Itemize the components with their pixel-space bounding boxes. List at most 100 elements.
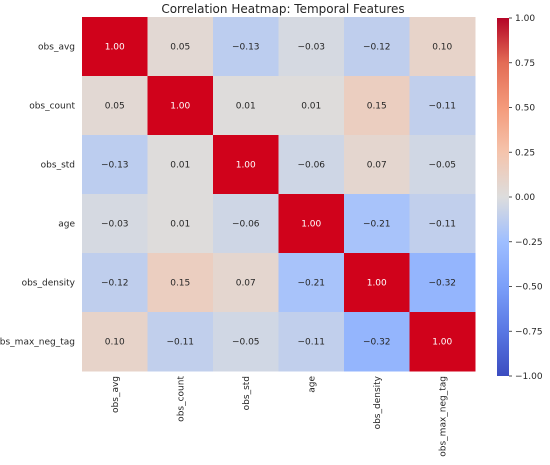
- colorbar-tick-label: 0.00: [515, 193, 535, 203]
- heatmap-cell: [82, 253, 148, 313]
- cell-value-label: 1.00: [105, 43, 125, 53]
- heatmap-cell: [344, 135, 410, 195]
- column-tick-label: obs_max_neg_tag: [438, 376, 448, 457]
- cell-value-label: 0.07: [367, 161, 387, 171]
- row-tick-label: obs_max_neg_tag: [0, 338, 75, 348]
- column-tick-label: obs_avg: [111, 376, 121, 413]
- heatmap-cell: [278, 76, 345, 136]
- row-tick-label: obs_count: [29, 102, 75, 112]
- cell-value-label: 1.00: [432, 338, 452, 348]
- column-tick-labels: obs_avg obs_count obs_std age obs_density obs…: [111, 375, 449, 456]
- cell-value-label: −0.13: [232, 43, 260, 53]
- row-tick-label: obs_std: [41, 161, 75, 171]
- colorbar-tick-label: 0.25: [515, 148, 535, 158]
- cell-value-label: 1.00: [367, 279, 387, 289]
- heatmap-cell: [278, 17, 345, 77]
- heatmap-cell: [213, 135, 279, 195]
- heatmap-cells: [82, 17, 476, 372]
- colorbar-tick-label: −0.25: [515, 238, 543, 248]
- heatmap-cell: [82, 76, 148, 136]
- cell-value-label: 1.00: [170, 102, 190, 112]
- cell-value-label: −0.12: [101, 279, 129, 289]
- heatmap-cell: [409, 194, 476, 254]
- heatmap-cell: [278, 135, 345, 195]
- heatmap-cell: [409, 17, 476, 77]
- cell-value-label: −0.21: [297, 279, 325, 289]
- heatmap-cell-labels: 1.00 0.05 −0.13 −0.03 −0.12 0.10 0.05 1.00 0.01 0…: [101, 43, 456, 348]
- cell-value-label: −0.32: [363, 338, 391, 348]
- cell-value-label: −0.03: [101, 220, 129, 230]
- colorbar: [497, 18, 509, 376]
- cell-value-label: −0.12: [363, 43, 391, 53]
- row-tick-label: age: [58, 220, 75, 230]
- column-tick-label: obs_std: [242, 376, 252, 410]
- heatmap-cell: [82, 17, 148, 77]
- cell-value-label: −0.06: [232, 220, 260, 230]
- heatmap-cell: [278, 253, 345, 313]
- cell-value-label: 0.10: [432, 43, 452, 53]
- heatmap-cell: [147, 312, 214, 372]
- heatmap-cell: [213, 312, 279, 372]
- heatmap-cell: [409, 135, 476, 195]
- cell-value-label: 0.01: [236, 102, 256, 112]
- heatmap-cell: [409, 76, 476, 136]
- cell-value-label: 0.07: [236, 279, 256, 289]
- colorbar-ticks: 1.00 0.75 0.50 0.25 0.00 −0.25 −0.50 −0.75 −1.00: [509, 14, 543, 382]
- cell-value-label: −0.03: [297, 43, 325, 53]
- heatmap-cell: [147, 194, 214, 254]
- heatmap-cell: [344, 312, 410, 372]
- cell-value-label: 0.01: [170, 161, 190, 171]
- heatmap-cell: [82, 194, 148, 254]
- heatmap-cell: [213, 17, 279, 77]
- heatmap-cell: [147, 135, 214, 195]
- heatmap-cell: [82, 135, 148, 195]
- colorbar-tick-label: 1.00: [515, 14, 535, 24]
- heatmap-cell: [344, 17, 410, 77]
- colorbar-tick-label: 0.50: [515, 104, 535, 114]
- heatmap-cell: [278, 194, 345, 254]
- cell-value-label: −0.05: [232, 338, 260, 348]
- cell-value-label: −0.11: [297, 338, 325, 348]
- heatmap-cell: [147, 253, 214, 313]
- heatmap-cell: [213, 76, 279, 136]
- heatmap-cell: [409, 312, 476, 372]
- cell-value-label: −0.32: [428, 279, 456, 289]
- heatmap-cell: [213, 194, 279, 254]
- cell-value-label: −0.11: [428, 220, 456, 230]
- heatmap-cell: [213, 253, 279, 313]
- column-tick-label: obs_density: [373, 375, 383, 429]
- chart-title: Correlation Heatmap: Temporal Features: [161, 2, 404, 16]
- cell-value-label: −0.11: [428, 102, 456, 112]
- cell-value-label: 1.00: [236, 161, 256, 171]
- colorbar-tick-label: 0.75: [515, 59, 535, 69]
- heatmap-cell: [278, 312, 345, 372]
- cell-value-label: 0.15: [170, 279, 190, 289]
- cell-value-label: 0.15: [367, 102, 387, 112]
- cell-value-label: 0.10: [105, 338, 125, 348]
- cell-value-label: −0.05: [428, 161, 456, 171]
- heatmap-cell: [344, 76, 410, 136]
- cell-value-label: −0.11: [166, 338, 194, 348]
- colorbar-tick-label: −1.00: [515, 372, 543, 382]
- column-tick-label: age: [307, 376, 317, 393]
- cell-value-label: 0.01: [301, 102, 321, 112]
- column-tick-label: obs_count: [176, 376, 186, 422]
- heatmap-cell: [147, 17, 214, 77]
- row-tick-label: obs_avg: [38, 43, 75, 53]
- cell-value-label: 0.05: [170, 43, 190, 53]
- colorbar-tick-label: −0.75: [515, 327, 543, 337]
- cell-value-label: −0.21: [363, 220, 391, 230]
- heatmap-cell: [82, 312, 148, 372]
- heatmap-cell: [344, 253, 410, 313]
- cell-value-label: 0.01: [170, 220, 190, 230]
- colorbar-tick-label: −0.50: [515, 283, 543, 293]
- heatmap-cell: [147, 76, 214, 136]
- cell-value-label: −0.13: [101, 161, 129, 171]
- heatmap-cell: [409, 253, 476, 313]
- cell-value-label: −0.06: [297, 161, 325, 171]
- cell-value-label: 0.05: [105, 102, 125, 112]
- cell-value-label: 1.00: [301, 220, 321, 230]
- heatmap-cell: [344, 194, 410, 254]
